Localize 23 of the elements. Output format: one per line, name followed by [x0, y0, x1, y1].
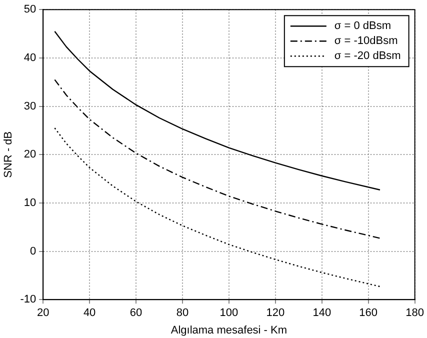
x-axis-title: Algılama mesafesi - Km: [170, 324, 288, 336]
x-tick-label: 40: [83, 307, 96, 320]
legend-label: σ = 0 dBsm: [334, 20, 392, 32]
line-series: [54, 127, 381, 288]
y-tick-label: -10: [20, 294, 36, 306]
x-tick-label: 60: [130, 307, 142, 320]
x-tick-label: 100: [220, 307, 238, 320]
y-tick-label: 50: [24, 4, 36, 16]
y-tick-label: 0: [30, 245, 36, 258]
x-tick-label: 180: [406, 307, 424, 320]
y-tick-label: 40: [24, 52, 36, 64]
y-tick-label: 30: [24, 100, 36, 112]
y-tick-label: 10: [24, 196, 36, 209]
x-tick-label: 160: [359, 307, 378, 320]
legend-label: σ = -20 dBsm: [334, 50, 401, 62]
y-axis-title: SNR - dB: [2, 131, 15, 178]
x-tick-label: 80: [176, 307, 189, 320]
x-tick-label: 120: [266, 307, 285, 320]
legend-label: σ = -10dBsm: [334, 35, 398, 48]
x-tick-label: 140: [312, 307, 332, 320]
x-tick-label: 20: [36, 307, 50, 320]
y-tick-label: 20: [24, 148, 36, 161]
line-series: [54, 79, 381, 239]
